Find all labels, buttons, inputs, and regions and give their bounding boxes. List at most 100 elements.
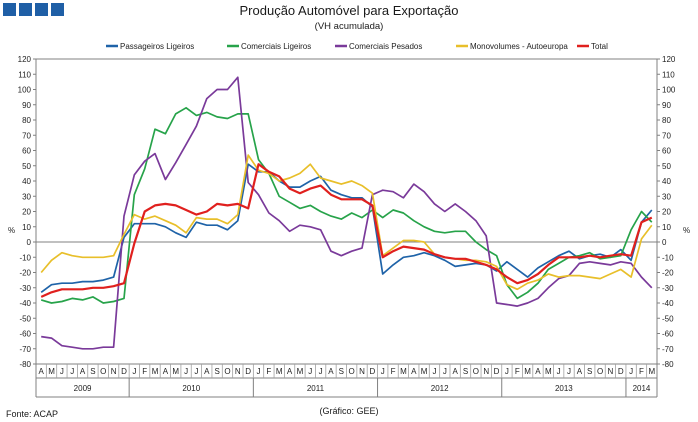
month-label: S [214, 367, 219, 376]
month-label: M [172, 367, 179, 376]
month-label: A [453, 367, 459, 376]
month-label: F [391, 367, 396, 376]
y-tick-label-left: -10 [19, 253, 31, 262]
y-tick-label-left: 100 [18, 86, 32, 95]
y-tick-label-right: 20 [662, 208, 671, 217]
year-label: 2012 [431, 384, 449, 393]
plot-area [35, 58, 658, 365]
series-line-total [40, 163, 653, 298]
month-label: J [381, 367, 385, 376]
month-label: S [90, 367, 95, 376]
month-label: J [194, 367, 198, 376]
series-line-passageiros-ligeiros [40, 163, 653, 293]
month-label: O [224, 367, 230, 376]
year-label: 2011 [307, 384, 325, 393]
y-tick-label-right: -40 [662, 299, 674, 308]
month-label: A [204, 367, 210, 376]
month-label: S [463, 367, 468, 376]
month-label: J [70, 367, 74, 376]
series-line-comerciais-pesados [41, 76, 653, 350]
month-label: A [535, 367, 541, 376]
logo-square [3, 3, 16, 16]
month-label: M [400, 367, 407, 376]
month-label: S [587, 367, 592, 376]
year-label: 2014 [633, 384, 651, 393]
y-tick-label-right: -80 [662, 360, 674, 369]
month-label: N [359, 367, 365, 376]
month-label: A [411, 367, 417, 376]
y-tick-label-right: -50 [662, 314, 674, 323]
month-label: D [369, 367, 375, 376]
chart-credit: (Gráfico: GEE) [319, 406, 379, 416]
month-label: A [287, 367, 293, 376]
month-label: J [432, 367, 436, 376]
y-tick-label-left: 90 [22, 101, 31, 110]
y-tick-label-left: 20 [22, 208, 31, 217]
y-tick-label-left: -20 [19, 269, 31, 278]
y-tick-label-right: -70 [662, 345, 674, 354]
legend-label: Total [591, 42, 608, 51]
month-label: D [245, 367, 251, 376]
month-label: N [483, 367, 489, 376]
month-label: D [121, 367, 127, 376]
y-tick-label-left: 120 [18, 55, 32, 64]
month-label: N [235, 367, 241, 376]
y-tick-label-right: 70 [662, 131, 671, 140]
chart-title: Produção Automóvel para Exportação [239, 3, 459, 18]
y-tick-label-left: 40 [22, 177, 31, 186]
month-label: F [142, 367, 147, 376]
y-tick-label-right: 60 [662, 147, 671, 156]
month-label: M [48, 367, 55, 376]
y-tick-label-left: 10 [22, 223, 31, 232]
y-tick-label-right: 110 [662, 70, 675, 79]
y-tick-label-left: -70 [19, 345, 31, 354]
y-tick-label-left: -60 [19, 330, 31, 339]
y-tick-label-right: 0 [662, 238, 667, 247]
year-label: 2009 [74, 384, 92, 393]
y-tick-label-right: -20 [662, 269, 674, 278]
month-label: N [608, 367, 614, 376]
month-label: F [515, 367, 520, 376]
y-tick-label-right: 80 [662, 116, 671, 125]
month-label: O [100, 367, 106, 376]
month-label: A [80, 367, 86, 376]
year-label: 2010 [182, 384, 200, 393]
y-tick-label-left: 30 [22, 192, 31, 201]
y-tick-label-right: 100 [662, 86, 676, 95]
chart-subtitle: (VH acumulada) [314, 21, 384, 32]
series-line-comerciais-ligeiros [40, 106, 653, 304]
legend-label: Monovolumes - Autoeuropa [470, 42, 568, 51]
legend-label: Comerciais Pesados [349, 42, 422, 51]
month-label: F [639, 367, 644, 376]
month-label: M [297, 367, 304, 376]
y-tick-label-right: 50 [662, 162, 671, 171]
y-tick-label-left: 80 [22, 116, 31, 125]
y-tick-label-left: 0 [27, 238, 32, 247]
y-axis-label-right: % [683, 226, 690, 235]
month-label: M [152, 367, 159, 376]
y-tick-label-right: 90 [662, 101, 671, 110]
y-tick-label-right: -30 [662, 284, 674, 293]
month-label: O [473, 367, 479, 376]
month-label: M [545, 367, 552, 376]
month-label: J [257, 367, 261, 376]
year-label: 2013 [555, 384, 573, 393]
series-line-monovolumes-autoeuropa [40, 154, 653, 291]
y-tick-label-left: 60 [22, 147, 31, 156]
legend-label: Passageiros Ligeiros [120, 42, 194, 51]
month-label: J [60, 367, 64, 376]
month-label: A [39, 367, 45, 376]
month-label: M [276, 367, 283, 376]
month-label: J [567, 367, 571, 376]
y-tick-label-left: -40 [19, 299, 31, 308]
y-tick-label-right: 40 [662, 177, 671, 186]
y-tick-label-left: -80 [19, 360, 31, 369]
month-label: A [163, 367, 169, 376]
y-tick-label-left: 50 [22, 162, 31, 171]
month-label: D [494, 367, 500, 376]
month-label: O [349, 367, 355, 376]
month-label: J [629, 367, 633, 376]
month-label: D [618, 367, 624, 376]
logo-square [51, 3, 64, 16]
